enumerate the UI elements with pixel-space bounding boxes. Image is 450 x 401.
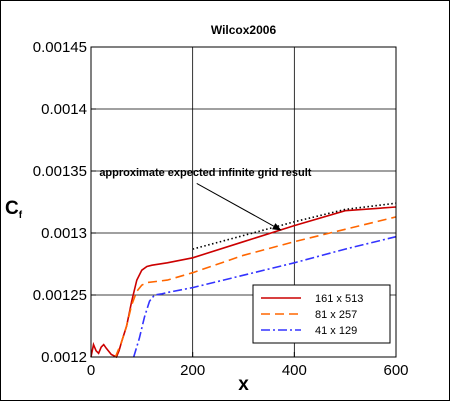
plot-border xyxy=(90,46,397,358)
y-axis-title-subscript: f xyxy=(19,210,23,221)
annotation: approximate expected infinite grid resul… xyxy=(99,167,312,231)
y-tick-label: 0.00135 xyxy=(33,163,87,180)
axis-ticks: 0 200 400 600 0.0012 0.00125 0.0013 0.00135 0.00… xyxy=(33,39,409,379)
legend: 161 x 513 81 x 257 41 x 129 xyxy=(252,284,391,344)
series-line xyxy=(132,235,397,358)
chart-title: Wilcox2006 xyxy=(211,23,277,37)
x-tick-label: 0 xyxy=(87,362,95,379)
annotation-arrow xyxy=(196,182,274,227)
series-line xyxy=(192,202,397,250)
x-tick-label: 200 xyxy=(180,362,205,379)
y-tick-label: 0.0014 xyxy=(41,101,87,118)
annotation-arrowhead xyxy=(272,223,282,231)
y-tick-label: 0.00125 xyxy=(33,287,87,304)
series-group xyxy=(90,202,397,359)
x-tick-label: 600 xyxy=(383,362,408,379)
y-axis-title-main: C xyxy=(5,198,19,219)
legend-label: 41 x 129 xyxy=(315,325,357,337)
y-tick-label: 0.0012 xyxy=(41,349,87,366)
y-axis-title: Cf xyxy=(5,198,23,221)
x-tick-label: 400 xyxy=(282,362,307,379)
series-line xyxy=(114,216,397,358)
y-tick-label: 0.00145 xyxy=(33,39,87,56)
legend-label: 161 x 513 xyxy=(315,293,363,305)
y-tick-label: 0.0013 xyxy=(41,225,87,242)
legend-label: 81 x 257 xyxy=(315,309,357,321)
annotation-text: approximate expected infinite grid resul… xyxy=(99,167,311,179)
x-axis-title: x xyxy=(238,374,249,395)
